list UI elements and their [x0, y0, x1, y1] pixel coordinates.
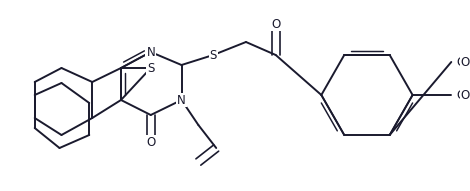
Text: S: S	[147, 62, 155, 74]
Text: N: N	[177, 94, 186, 107]
Text: O: O	[456, 88, 465, 101]
Text: S: S	[210, 49, 217, 62]
Text: O: O	[271, 18, 280, 31]
Text: O: O	[456, 56, 465, 69]
Text: O: O	[146, 135, 156, 148]
Text: O: O	[461, 56, 470, 69]
Text: N: N	[146, 45, 155, 58]
Text: O: O	[461, 88, 470, 101]
